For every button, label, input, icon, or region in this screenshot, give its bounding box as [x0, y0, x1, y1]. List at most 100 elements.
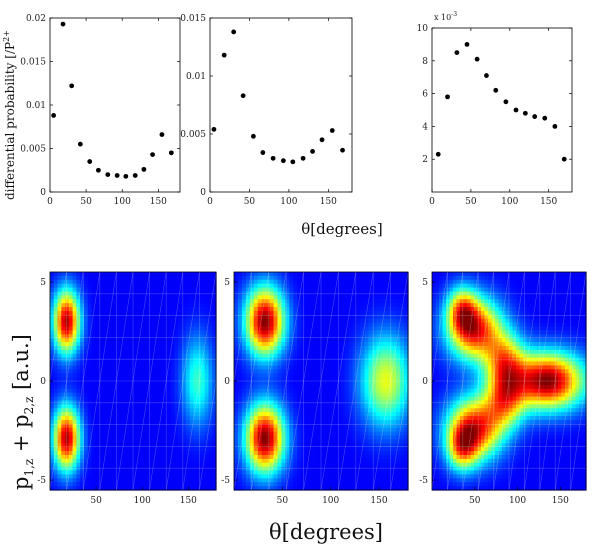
heatmap-cell: [166, 353, 172, 359]
heatmap-cell: [68, 458, 74, 464]
heatmap-cell: [317, 334, 322, 339]
heatmap-cell: [166, 373, 172, 378]
heatmap-cell: [91, 295, 96, 300]
heatmap-cell: [208, 349, 213, 355]
heatmap-cell: [57, 431, 62, 437]
heatmap-cell: [384, 377, 389, 382]
heatmap-cell: [241, 404, 247, 409]
heatmap-cell: [313, 291, 318, 296]
heatmap-cell: [125, 357, 130, 363]
heatmap-cell: [380, 478, 385, 483]
heatmap-cell: [388, 334, 393, 339]
heatmap-cell: [313, 431, 318, 437]
heatmap-cell: [257, 396, 263, 402]
heatmap-cell: [293, 388, 298, 394]
heatmap-cell: [148, 307, 153, 312]
heatmap-cell: [245, 361, 251, 367]
heatmap-cell: [68, 377, 74, 382]
heatmap-cell: [309, 314, 314, 320]
heatmap-cell: [313, 345, 318, 351]
heatmap-cell: [305, 287, 310, 293]
heatmap-cell: [189, 443, 194, 448]
heatmap-cell: [68, 462, 74, 468]
heatmap-cell: [148, 443, 153, 448]
heatmap-cell: [144, 454, 149, 460]
heatmap-cell: [321, 318, 326, 324]
heatmap-cell: [265, 400, 271, 405]
heatmap-cell: [193, 486, 198, 491]
heatmap-cell: [95, 275, 100, 281]
heatmap-cell: [396, 322, 401, 328]
heatmap-cell: [281, 486, 286, 491]
heatmap-cell: [249, 307, 255, 312]
heatmap-cell: [245, 482, 251, 487]
heatmap-cell: [65, 478, 70, 483]
heatmap-cell: [281, 470, 286, 476]
heatmap-cell: [285, 299, 290, 304]
heatmap-cell: [249, 396, 255, 402]
heatmap-cell: [234, 334, 239, 339]
heatmap-cell: [136, 454, 142, 460]
heatmap-cell: [163, 416, 168, 421]
heatmap-cell: [328, 439, 334, 444]
heatmap-cell: [321, 365, 326, 370]
heatmap-cell: [253, 365, 259, 370]
heatmap-cell: [324, 454, 330, 460]
heatmap-cell: [265, 357, 271, 363]
heatmap-cell: [117, 349, 123, 355]
heatmap-cell: [129, 310, 134, 316]
heatmap-cell: [388, 287, 393, 293]
heatmap-cell: [193, 314, 198, 320]
heatmap-cell: [99, 482, 104, 487]
heatmap-cell: [83, 326, 89, 331]
heatmap-cell: [261, 381, 267, 386]
heatmap-cell: [148, 349, 153, 355]
heatmap-cell: [193, 462, 198, 468]
heatmap-cell: [136, 474, 142, 479]
heatmap-cell: [277, 392, 283, 398]
heatmap-cell: [249, 377, 255, 382]
heatmap-cell: [245, 458, 251, 464]
heatmap-cell: [65, 396, 70, 402]
heatmap-cell: [72, 322, 78, 328]
heatmap-cell: [166, 427, 172, 433]
heatmap-cell: [53, 400, 59, 405]
heatmap-cell: [340, 396, 346, 402]
heatmap-cell: [80, 357, 85, 363]
heatmap-cell: [87, 416, 93, 421]
heatmap-cell: [110, 330, 115, 335]
heatmap-cell: [388, 423, 393, 429]
heatmap-cell: [297, 404, 302, 409]
heatmap-cell: [68, 381, 74, 386]
heatmap-cell: [301, 345, 306, 351]
heatmap-cell: [99, 369, 104, 374]
heatmap-cell: [125, 279, 130, 285]
heatmap-cell: [380, 431, 385, 437]
heatmap-cell: [352, 400, 358, 405]
heatmap-cell: [57, 291, 62, 296]
heatmap-cell: [261, 357, 267, 363]
heatmap-cell: [372, 353, 377, 359]
heatmap-cell: [174, 365, 179, 370]
heatmap-cell: [121, 295, 127, 300]
heatmap-cell: [269, 388, 275, 394]
heatmap-cell: [328, 295, 334, 300]
heatmap-cell: [110, 318, 115, 324]
heatmap-cell: [159, 470, 164, 476]
heatmap-cell: [305, 272, 310, 277]
heatmap-cell: [136, 357, 142, 363]
heatmap-cell: [269, 400, 275, 405]
heatmap-cell: [289, 412, 294, 417]
heatmap-cell: [364, 361, 370, 367]
heatmap-cell: [388, 318, 393, 324]
heatmap-cell: [65, 451, 70, 456]
heatmap-cell: [396, 326, 401, 331]
heatmap-cell: [200, 342, 206, 347]
heatmap-cell: [65, 412, 70, 417]
heatmap-cell: [65, 326, 70, 331]
heatmap-cell: [317, 377, 322, 382]
heatmap-cell: [336, 416, 342, 421]
heatmap-cell: [234, 454, 239, 460]
heatmap-cell: [166, 381, 172, 386]
